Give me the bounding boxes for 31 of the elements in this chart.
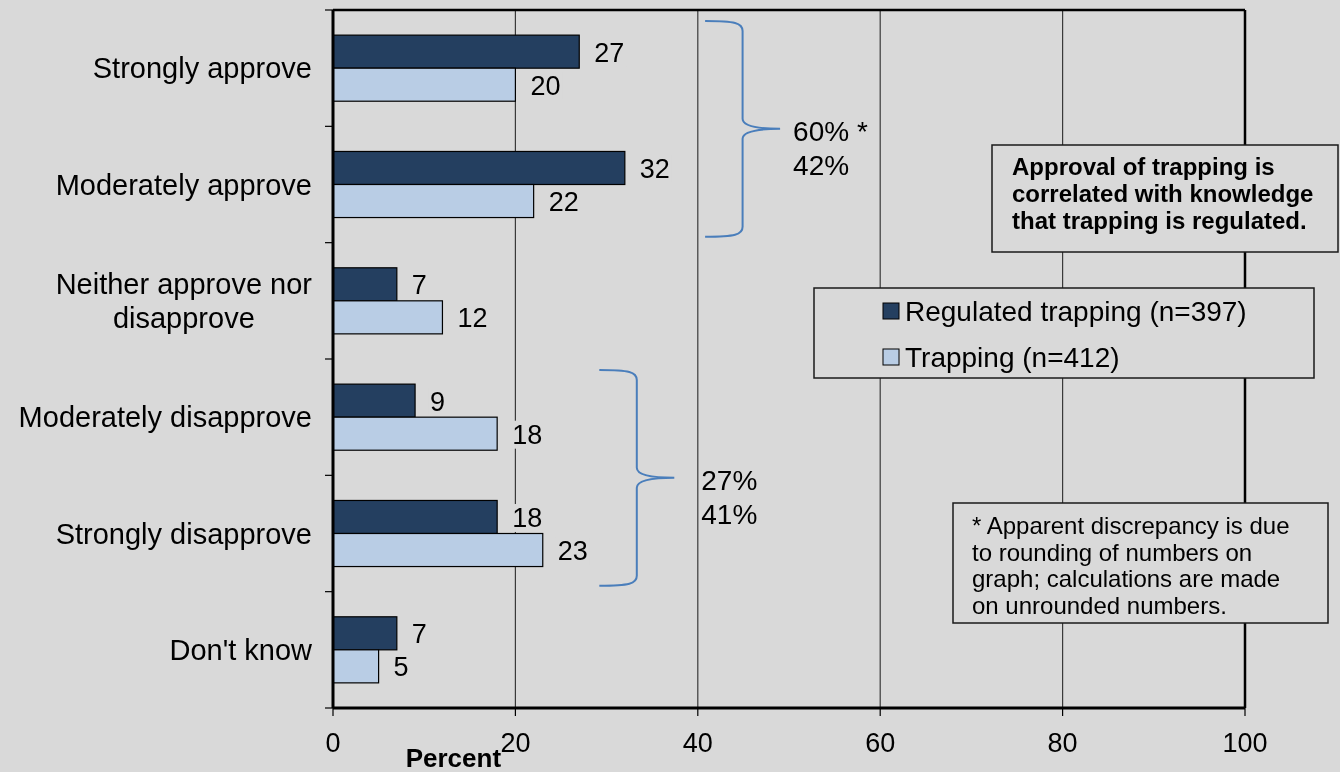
y-tick-label: Neither approve nor disapprove xyxy=(55,267,313,334)
x-tick-label: 60 xyxy=(865,728,896,758)
annotation: 60% * 42% xyxy=(793,115,868,181)
y-tick-label: Moderately disapprove xyxy=(18,401,312,434)
data-label: 7 xyxy=(411,619,427,650)
data-label: 9 xyxy=(430,386,446,417)
annotation: 27% 41% xyxy=(701,464,758,530)
data-label: 5 xyxy=(393,652,409,683)
data-label: 18 xyxy=(512,419,543,450)
y-tick-label: Strongly approve xyxy=(92,52,312,85)
x-tick-label: 80 xyxy=(1047,728,1078,758)
y-tick-label: Strongly disapprove xyxy=(55,517,312,550)
legend-label: Regulated trapping (n=397) xyxy=(905,295,1247,327)
y-tick-label: Moderately approve xyxy=(55,168,312,201)
annotation: Approval of trapping is correlated with knowledge that trapping is regulated. xyxy=(1012,153,1314,234)
data-label: 32 xyxy=(639,153,670,184)
data-label: 7 xyxy=(411,270,427,301)
data-label: 22 xyxy=(548,187,579,218)
x-tick-label: 40 xyxy=(682,728,713,758)
data-label: 18 xyxy=(512,502,543,533)
x-tick-label: 100 xyxy=(1222,728,1268,758)
x-axis-title: Percent xyxy=(405,743,502,772)
data-label: 12 xyxy=(457,303,488,334)
data-label: 20 xyxy=(530,70,561,101)
y-tick-label: Don't know xyxy=(169,633,314,666)
x-tick-label: 0 xyxy=(325,728,341,758)
data-label: 27 xyxy=(594,37,625,68)
legend-label: Trapping (n=412) xyxy=(905,341,1120,373)
x-tick-label: 20 xyxy=(500,728,531,758)
annotation: * Apparent discrepancy is due to rounding of numbers on graph; calculations are made on unrounded numbers. xyxy=(972,512,1290,620)
data-label: 23 xyxy=(557,536,588,567)
